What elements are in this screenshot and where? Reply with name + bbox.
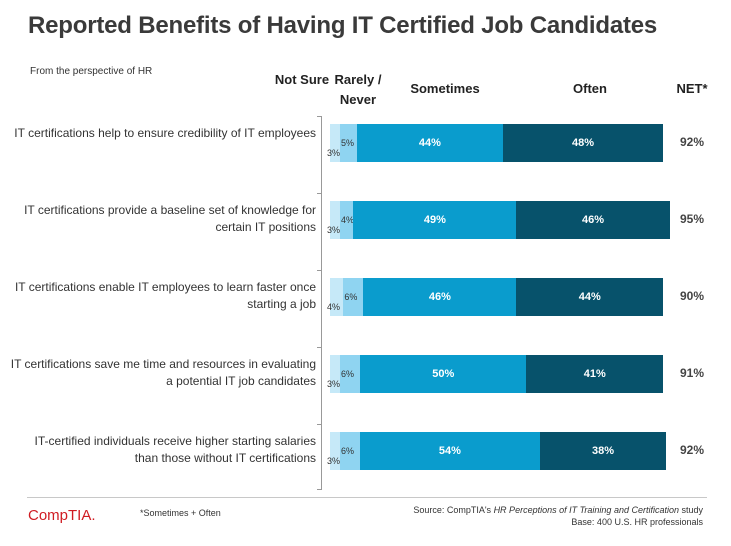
- bar-segment-often: [526, 355, 663, 393]
- header-net: NET*: [676, 81, 708, 96]
- bar-label-not-sure: 4%: [327, 302, 341, 312]
- header-often: Often: [573, 81, 607, 96]
- bar-segment-rarely-never: [343, 278, 364, 316]
- bar-label-often: 41%: [583, 368, 606, 380]
- header-rarely-never: Rarely / Never: [334, 72, 382, 107]
- chart-subtitle: From the perspective of HR: [30, 66, 153, 77]
- net-value: 92%: [679, 443, 705, 457]
- bar-segment-not-sure: [330, 124, 340, 162]
- axis-tick: [317, 489, 322, 490]
- bar-label-sometimes: 54%: [438, 445, 461, 457]
- bar-segment-sometimes: [359, 432, 540, 470]
- bar-segment-often: [516, 201, 670, 239]
- bar-label-often: 44%: [578, 291, 601, 303]
- bar-label-rarely-never: 5%: [340, 138, 354, 148]
- bar-label-often: 46%: [582, 214, 605, 226]
- row-label: IT certifications provide a baseline set…: [24, 203, 316, 234]
- net-value: 90%: [679, 289, 705, 303]
- bar-segment-sometimes: [353, 201, 517, 239]
- row-label: IT-certified individuals receive higher …: [34, 434, 316, 465]
- footer-divider: [27, 497, 707, 498]
- source-title: HR Perceptions of IT Training and Certif…: [493, 505, 679, 515]
- bar-segment-often: [539, 432, 667, 470]
- bar-segment-not-sure: [330, 278, 344, 316]
- bar-label-sometimes: 50%: [432, 368, 455, 380]
- net-value: 95%: [679, 212, 705, 226]
- source-suffix: study: [678, 505, 703, 515]
- axis-tick: [317, 424, 322, 425]
- bar-segment-not-sure: [330, 355, 340, 393]
- net-value: 92%: [679, 135, 705, 149]
- bar-label-not-sure: 3%: [327, 225, 341, 235]
- header-sometimes: Sometimes: [410, 81, 480, 96]
- row-label: IT certifications save me time and resou…: [10, 357, 316, 388]
- bar-segment-not-sure: [330, 432, 340, 470]
- bar-label-often: 48%: [572, 137, 595, 149]
- source-note: Source: CompTIA's HR Perceptions of IT T…: [413, 504, 703, 528]
- source-prefix: Source: CompTIA's: [413, 505, 494, 515]
- bar-label-not-sure: 3%: [327, 379, 341, 389]
- bar-segment-rarely-never: [339, 201, 354, 239]
- bar-label-not-sure: 3%: [327, 456, 341, 466]
- bar-segment-often: [516, 278, 663, 316]
- source-base: Base: 400 U.S. HR professionals: [571, 517, 703, 527]
- bar-segment-often: [503, 124, 663, 162]
- bar-label-often: 38%: [592, 445, 615, 457]
- chart-title: Reported Benefits of Having IT Certified…: [28, 12, 658, 39]
- bar-segment-not-sure: [330, 201, 340, 239]
- net-value: 91%: [679, 366, 705, 380]
- bar-segment-rarely-never: [339, 124, 357, 162]
- footnote: *Sometimes + Often: [140, 508, 221, 518]
- axis-tick: [317, 347, 322, 348]
- bar-segment-sometimes: [363, 278, 517, 316]
- header-not-sure: Not Sure: [274, 72, 330, 87]
- axis-tick: [317, 193, 322, 194]
- bar-segment-rarely-never: [339, 432, 360, 470]
- bar-segment-rarely-never: [339, 355, 360, 393]
- row-label: IT certifications enable IT employees to…: [14, 280, 316, 311]
- axis-tick: [317, 116, 322, 117]
- bar-label-not-sure: 3%: [327, 148, 341, 158]
- bar-segment-sometimes: [356, 124, 504, 162]
- bar-label-rarely-never: 6%: [344, 292, 358, 302]
- bar-label-sometimes: 46%: [428, 291, 451, 303]
- chart-axis: [321, 116, 322, 489]
- axis-tick: [317, 270, 322, 271]
- bar-label-sometimes: 49%: [423, 214, 446, 226]
- bar-label-rarely-never: 4%: [340, 215, 354, 225]
- bar-label-rarely-never: 6%: [340, 446, 354, 456]
- bar-label-rarely-never: 6%: [340, 369, 354, 379]
- row-label: IT certifications help to ensure credibi…: [14, 126, 316, 140]
- bar-label-sometimes: 44%: [418, 137, 441, 149]
- comptia-logo: CompTIA.: [28, 507, 96, 524]
- bar-segment-sometimes: [359, 355, 527, 393]
